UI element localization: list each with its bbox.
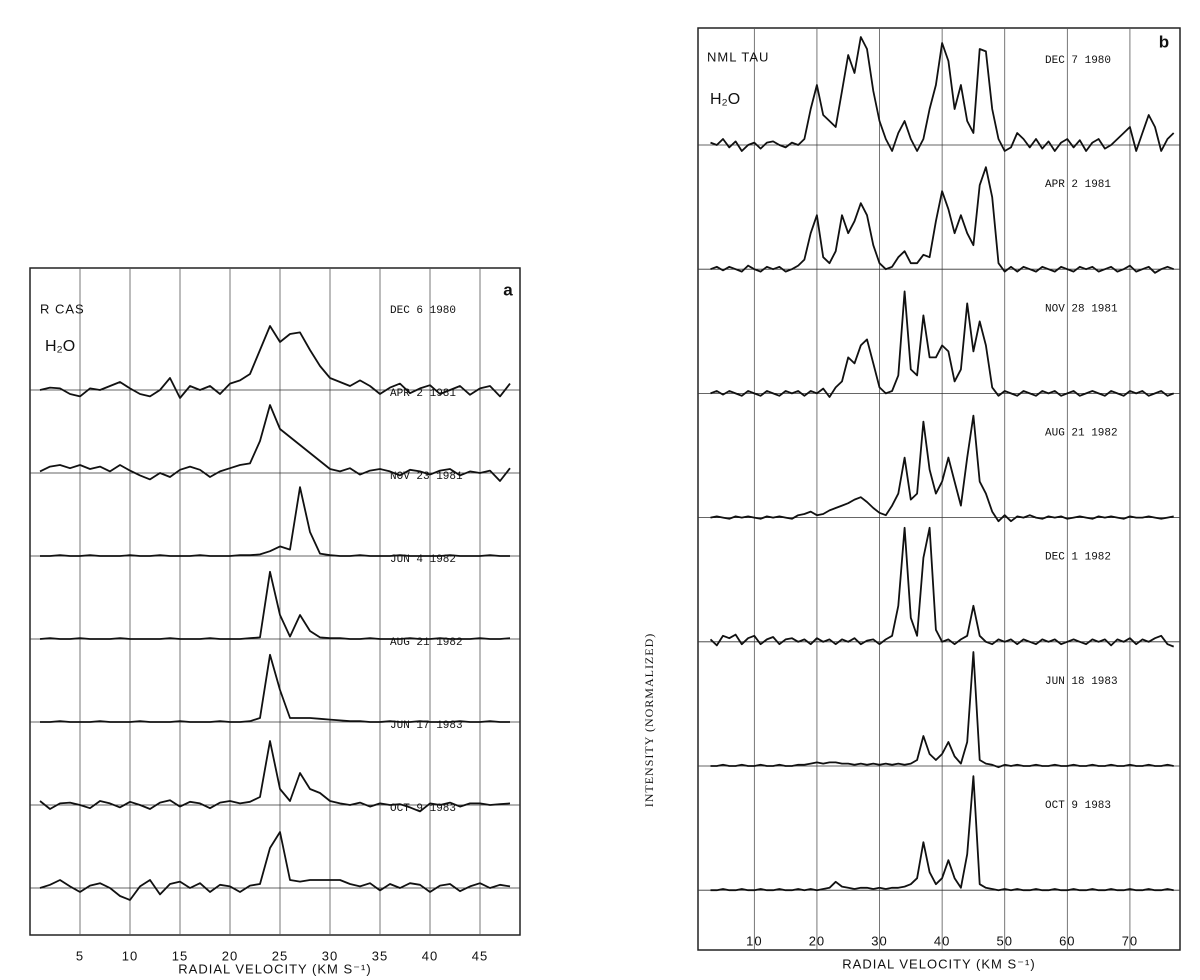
x-tick-label: 40 [934, 933, 950, 948]
epoch-label: DEC 6 1980 [390, 305, 456, 317]
epoch-label: NOV 28 1981 [1045, 303, 1118, 315]
plot-frame [29, 267, 521, 936]
x-tick-label: 15 [172, 948, 188, 963]
spectrum [39, 740, 511, 813]
spectrum [39, 831, 511, 901]
x-tick-label: 10 [746, 933, 762, 948]
x-tick-label: 30 [871, 933, 887, 948]
epoch-label: AUG 21 1982 [390, 637, 463, 649]
spectrum [710, 290, 1175, 398]
x-tick-label: 40 [422, 948, 438, 963]
spectrum [39, 325, 511, 399]
x-tick-label: 20 [222, 948, 238, 963]
plot-frame [697, 27, 1181, 951]
x-tick-label: 60 [1059, 933, 1075, 948]
epoch-label: JUN 18 1983 [1045, 676, 1118, 688]
x-tick-label: 25 [272, 948, 288, 963]
spectrum [40, 486, 510, 557]
molecule-label: H₂O [45, 338, 75, 355]
object-label: NML TAU [707, 49, 769, 64]
epoch-label: JUN 17 1983 [390, 720, 463, 732]
epoch-label: DEC 7 1980 [1045, 55, 1111, 67]
epoch-label: APR 2 1981 [1045, 179, 1111, 191]
object-label: R CAS [40, 301, 85, 316]
epoch-label: DEC 1 1982 [1045, 552, 1111, 564]
spectrum [709, 526, 1175, 648]
x-axis-label: RADIAL VELOCITY (KM S⁻¹) [178, 961, 371, 976]
spectrum [710, 166, 1175, 274]
epoch-label: NOV 23 1981 [390, 471, 463, 483]
x-tick-label: 45 [472, 948, 488, 963]
spectrum [710, 36, 1175, 152]
x-tick-label: 5 [76, 948, 84, 963]
epoch-label: OCT 9 1983 [1045, 800, 1111, 812]
spectrum [710, 651, 1174, 769]
epoch-label: JUN 4 1982 [390, 554, 456, 566]
x-tick-label: 30 [322, 948, 338, 963]
x-axis-label: RADIAL VELOCITY (KM S⁻¹) [842, 956, 1035, 971]
spectrum [40, 653, 510, 723]
spectrum [710, 414, 1174, 523]
x-tick-label: 10 [122, 948, 138, 963]
panel-label: b [1159, 32, 1169, 51]
spectrum [39, 404, 511, 482]
x-tick-label: 50 [996, 933, 1012, 948]
epoch-label: OCT 9 1983 [390, 803, 456, 815]
y-axis-label: INTENSITY (NORMALIZED) [642, 633, 656, 808]
epoch-label: APR 2 1981 [390, 388, 456, 400]
epoch-label: AUG 21 1982 [1045, 428, 1118, 440]
spectrum [39, 570, 511, 640]
panel-label: a [503, 280, 513, 299]
x-tick-label: 20 [809, 933, 825, 948]
x-tick-label: 70 [1122, 933, 1138, 948]
molecule-label: H₂O [710, 91, 740, 108]
spectrum [710, 775, 1174, 892]
x-tick-label: 35 [372, 948, 388, 963]
